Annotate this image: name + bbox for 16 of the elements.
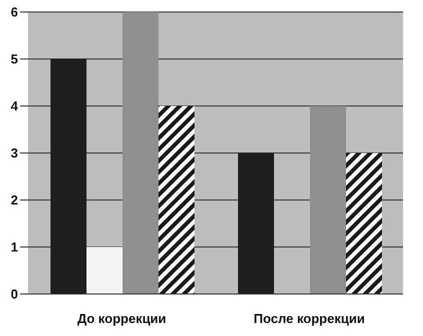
y-tick-label: 0 <box>10 286 18 302</box>
bar <box>310 106 346 294</box>
y-tick-label: 5 <box>10 52 18 67</box>
bar <box>238 153 274 294</box>
y-tick-label: 2 <box>10 192 18 208</box>
bar <box>158 106 194 294</box>
y-tick-label: 3 <box>10 146 18 161</box>
x-tick-label: До коррекции <box>77 311 166 326</box>
bar <box>346 153 382 294</box>
bar <box>50 59 86 294</box>
bar <box>86 247 122 294</box>
bar <box>122 12 158 294</box>
y-tick-label: 4 <box>10 98 19 114</box>
y-tick-label: 6 <box>10 4 18 20</box>
y-tick-label: 1 <box>10 240 18 255</box>
x-tick-label: После коррекции <box>254 311 365 326</box>
